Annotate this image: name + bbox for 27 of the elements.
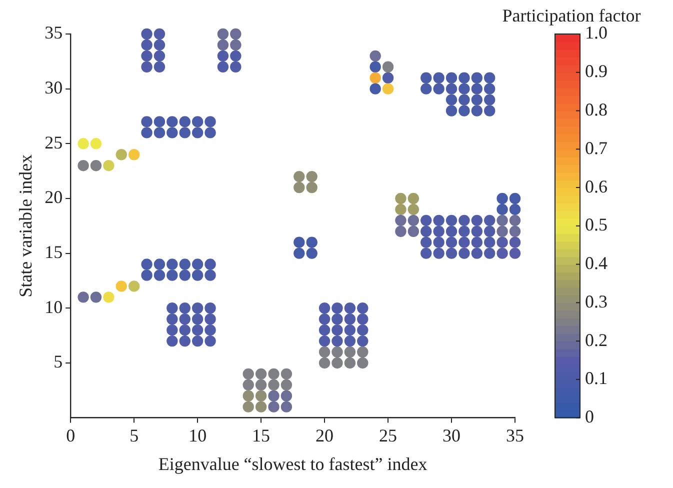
x-tick-label: 20	[316, 425, 334, 446]
y-tick-label: 15	[44, 242, 63, 262]
x-tick-label: 5	[130, 425, 139, 446]
x-tick-label: 25	[379, 425, 398, 446]
y-tick-label: 30	[44, 78, 63, 98]
color-bar-label: 0	[585, 406, 594, 427]
y-tick-label: 25	[44, 132, 63, 152]
color-bar-label: 0.1	[585, 368, 608, 388]
color-bar-label: 0.2	[585, 330, 608, 350]
x-tick-label: 15	[252, 425, 270, 446]
x-tick-label: 0	[66, 425, 76, 446]
y-tick-label: 5	[54, 352, 63, 372]
color-bar-label: 0.5	[585, 214, 608, 235]
color-bar-label: 0.4	[585, 253, 608, 274]
x-tick-label: 10	[188, 425, 207, 446]
x-tick-label: 35	[506, 425, 524, 446]
y-axis-title: State variable index	[16, 154, 36, 298]
y-tick-label: 10	[44, 296, 63, 317]
color-bar-label: 0.6	[585, 176, 608, 196]
y-tick-label: 20	[44, 187, 63, 208]
color-bar-label: 0.9	[585, 61, 608, 82]
color-bar-label: 0.8	[585, 99, 608, 120]
color-bar-label: 0.7	[585, 138, 608, 158]
x-axis-title: Eigenvalue “slowest to fastest” index	[158, 454, 428, 474]
y-tick-label: 35	[44, 22, 63, 43]
color-bar-label: 0.3	[585, 291, 608, 312]
x-tick-label: 30	[442, 425, 461, 446]
